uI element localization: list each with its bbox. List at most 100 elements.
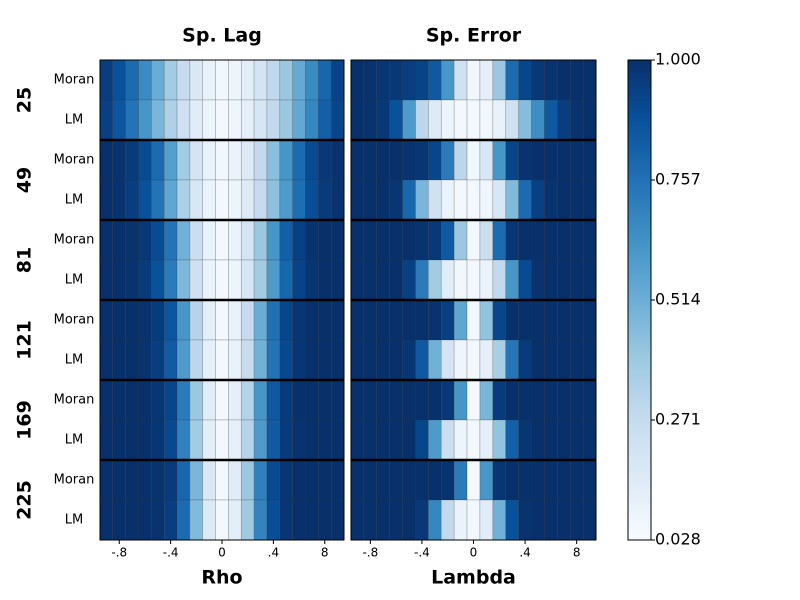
row-label: Moran — [54, 393, 95, 408]
group-label: 225 — [14, 480, 36, 520]
heatmap-cell — [479, 139, 494, 181]
row-label: Moran — [54, 473, 95, 488]
x-tick-label: 8 — [321, 546, 329, 560]
heatmap-cell — [531, 299, 545, 341]
heatmap-cell — [582, 419, 597, 461]
x-tick-label: 0 — [218, 546, 226, 560]
heatmap-cell — [544, 379, 558, 421]
heatmap-cell — [569, 59, 584, 101]
heatmap-cell — [292, 139, 306, 181]
heatmap-cell — [440, 179, 455, 221]
heatmap-cell — [112, 339, 126, 381]
heatmap-cell — [138, 299, 152, 341]
heatmap-cell — [544, 99, 558, 141]
heatmap-cell — [202, 219, 216, 261]
heatmap-cell — [125, 499, 139, 541]
heatmap-cell — [557, 59, 571, 101]
heatmap-cell — [228, 459, 242, 501]
heatmap-cell — [99, 379, 114, 421]
heatmap-cell — [279, 419, 293, 461]
row-label: Moran — [54, 313, 95, 328]
heatmap-cell — [305, 499, 319, 541]
heatmap-cell — [569, 459, 584, 501]
heatmap-cell — [389, 499, 403, 541]
heatmap-cell — [466, 219, 481, 261]
heatmap-cell — [163, 139, 178, 181]
heatmap-cell — [163, 179, 178, 221]
heatmap-cell — [569, 219, 584, 261]
heatmap-cell — [253, 339, 268, 381]
heatmap-cell — [479, 219, 494, 261]
heatmap-cell — [479, 299, 494, 341]
heatmap-cell — [415, 99, 429, 141]
heatmap-cell — [176, 499, 191, 541]
heatmap-cell — [376, 499, 390, 541]
heatmap-cell — [330, 259, 345, 301]
heatmap-cell — [176, 59, 191, 101]
heatmap-cell — [112, 459, 126, 501]
heatmap-cell — [163, 259, 178, 301]
heatmap-cell — [363, 259, 378, 301]
heatmap-cell — [350, 299, 365, 341]
colorbar-tick-label: 0.028 — [655, 530, 701, 549]
heatmap-cell — [531, 499, 545, 541]
heatmap-cell — [151, 339, 165, 381]
heatmap-cell — [240, 379, 255, 421]
heatmap-cell — [505, 99, 519, 141]
heatmap-cell — [189, 379, 204, 421]
heatmap-cell — [151, 179, 165, 221]
heatmap-cell — [176, 259, 191, 301]
heatmap-cell — [112, 99, 126, 141]
heatmap-cell — [428, 419, 442, 461]
heatmap-cell — [350, 99, 365, 141]
heatmap-cell — [253, 99, 268, 141]
heatmap-cell — [266, 139, 281, 181]
heatmap-cell — [557, 179, 571, 221]
heatmap-cell — [479, 339, 494, 381]
heatmap-cell — [453, 459, 468, 501]
heatmap-cell — [266, 299, 281, 341]
heatmap-cell — [363, 499, 378, 541]
heatmap-cell — [544, 299, 558, 341]
panel-title: Sp. Error — [426, 25, 522, 47]
heatmap-cell — [544, 339, 558, 381]
heatmap-cell — [202, 459, 216, 501]
heatmap-cell — [279, 259, 293, 301]
heatmap-cell — [215, 339, 229, 381]
heatmap-cell — [466, 179, 481, 221]
heatmap-cell — [582, 259, 597, 301]
heatmap-cell — [151, 219, 165, 261]
heatmap-cell — [292, 499, 306, 541]
heatmap-cell — [202, 99, 216, 141]
heatmap-cell — [440, 219, 455, 261]
heatmap-cell — [189, 59, 204, 101]
heatmap-cell — [215, 459, 229, 501]
heatmap-cell — [189, 99, 204, 141]
heatmap-cell — [402, 99, 416, 141]
heatmap-cell — [466, 459, 481, 501]
heatmap-cell — [228, 99, 242, 141]
heatmap-cell — [466, 259, 481, 301]
heatmap-cell — [138, 419, 152, 461]
heatmap-cell — [151, 59, 165, 101]
heatmap-cell — [292, 379, 306, 421]
heatmap-cell — [363, 459, 378, 501]
heatmap-cell — [492, 139, 507, 181]
heatmap-cell — [466, 499, 481, 541]
heatmap-cell — [330, 379, 345, 421]
heatmap-cell — [453, 99, 468, 141]
heatmap-cell — [240, 219, 255, 261]
heatmap-cell — [163, 59, 178, 101]
heatmap-cell — [569, 379, 584, 421]
heatmap-cell — [125, 219, 139, 261]
heatmap-cell — [479, 179, 494, 221]
heatmap-cell — [453, 419, 468, 461]
heatmap-cell — [189, 259, 204, 301]
heatmap-cell — [492, 459, 507, 501]
heatmap-cell — [330, 419, 345, 461]
heatmap-cell — [253, 259, 268, 301]
heatmap-cell — [350, 339, 365, 381]
heatmap-cell — [402, 299, 416, 341]
heatmap-cell — [531, 339, 545, 381]
heatmap-cell — [402, 419, 416, 461]
